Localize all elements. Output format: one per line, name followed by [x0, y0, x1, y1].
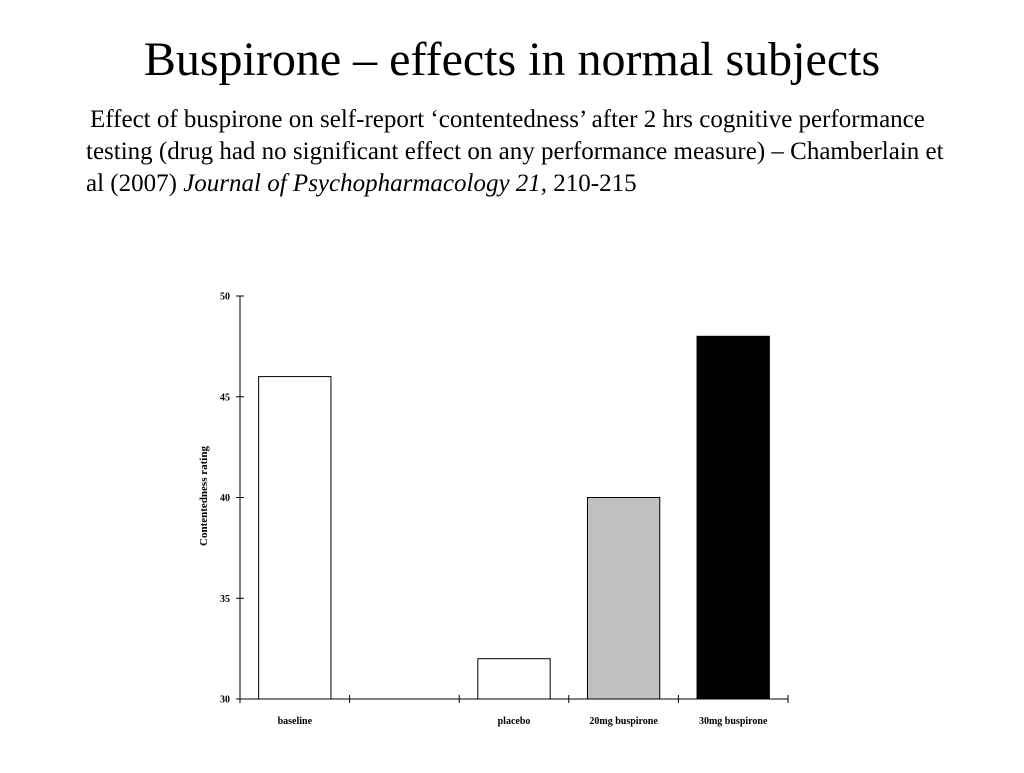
bar-20mg-buspirone — [586, 497, 661, 700]
bars — [258, 335, 770, 700]
x-tick-label: baseline — [278, 716, 313, 727]
y-tick-label: 40 — [220, 493, 230, 504]
slide-title: Buspirone – effects in normal subjects — [143, 33, 881, 86]
bar-30mg-buspirone — [696, 335, 770, 700]
journal-name: Journal of Psychopharmacology 21, — [183, 170, 548, 197]
x-axis: baseline placebo 20mg buspirone 30mg buspir… — [239, 695, 789, 727]
x-tick-label: placebo — [498, 716, 531, 727]
bar-placebo — [477, 658, 551, 700]
y-axis-label: Contentedness rating — [198, 446, 210, 546]
slide-body-text: Effect of buspirone on self-report ‘cont… — [86, 104, 966, 200]
citation-text: Effect of buspirone on self-report ‘cont… — [86, 106, 944, 197]
bar-baseline — [258, 376, 332, 700]
y-tick-label: 35 — [220, 594, 230, 605]
x-tick-label: 20mg buspirone — [589, 716, 658, 727]
x-tick-label: 30mg buspirone — [699, 716, 768, 727]
y-tick-label: 50 — [220, 292, 230, 303]
y-tick-label: 45 — [220, 392, 230, 403]
citation-pages: 210-215 — [547, 170, 637, 197]
y-axis: 30 35 40 45 50 — [220, 292, 244, 706]
y-tick-label: 30 — [220, 695, 230, 706]
